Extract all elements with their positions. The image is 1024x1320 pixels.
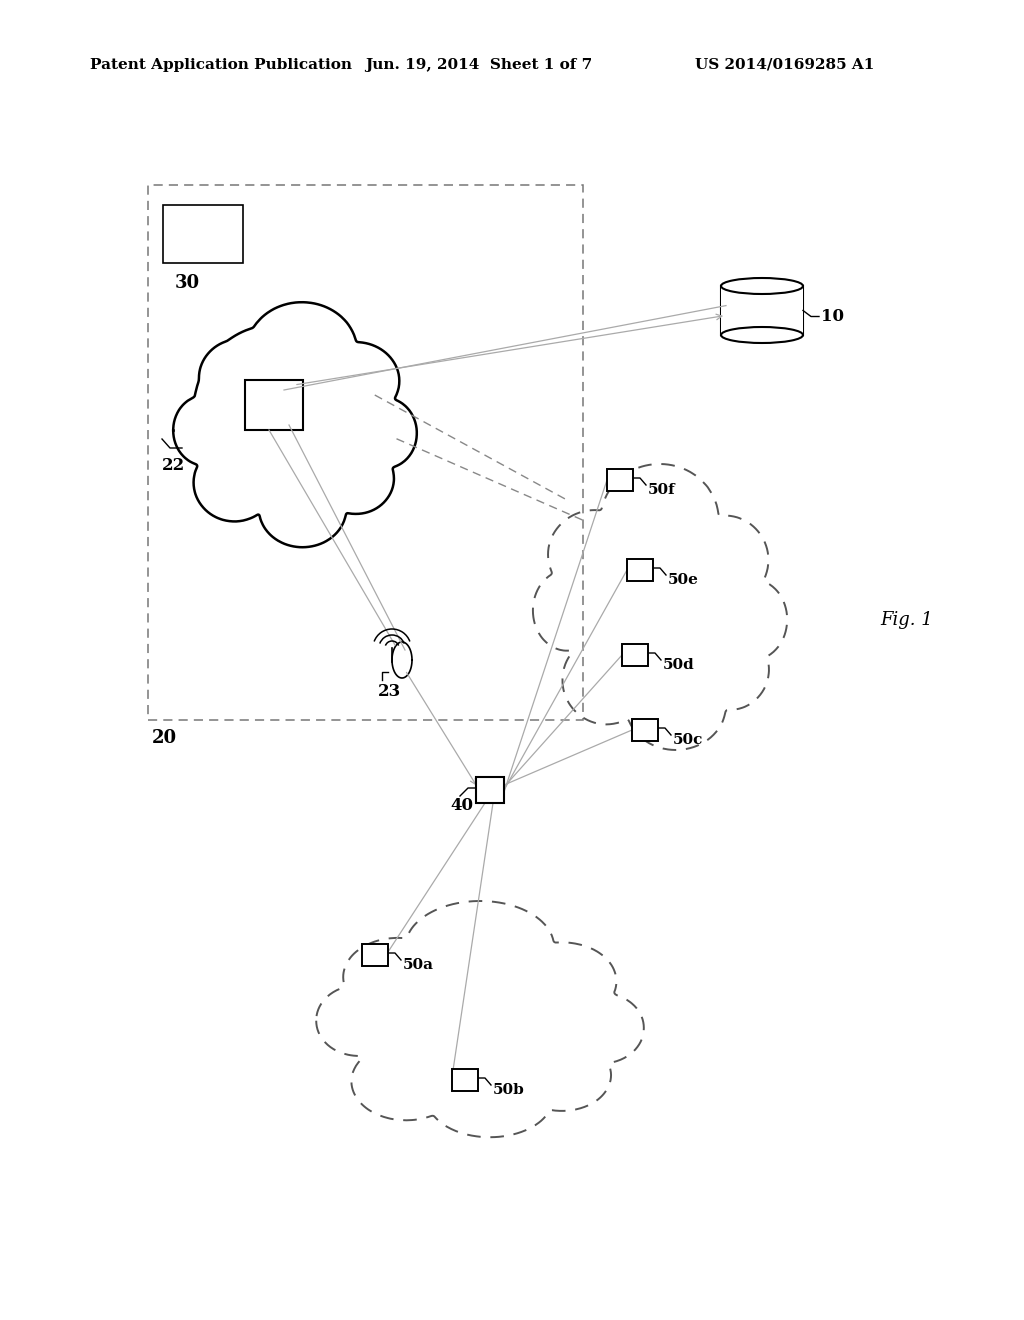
Text: Patent Application Publication: Patent Application Publication xyxy=(90,58,352,73)
Bar xyxy=(627,558,653,581)
Text: US 2014/0169285 A1: US 2014/0169285 A1 xyxy=(695,58,874,73)
Bar xyxy=(362,944,388,966)
Bar xyxy=(607,469,633,491)
Bar xyxy=(163,205,243,263)
Bar xyxy=(452,1069,478,1092)
Text: 40: 40 xyxy=(450,797,473,814)
Bar xyxy=(721,286,803,335)
Bar xyxy=(622,644,648,667)
Text: Fig. 1: Fig. 1 xyxy=(880,611,933,630)
Text: 50a: 50a xyxy=(403,958,434,972)
Text: 50e: 50e xyxy=(668,573,698,587)
Text: 30: 30 xyxy=(175,275,200,292)
Ellipse shape xyxy=(721,279,803,294)
Text: 50d: 50d xyxy=(663,657,694,672)
Text: 50c: 50c xyxy=(673,733,703,747)
Text: 50b: 50b xyxy=(493,1082,524,1097)
Text: Jun. 19, 2014  Sheet 1 of 7: Jun. 19, 2014 Sheet 1 of 7 xyxy=(365,58,592,73)
Bar xyxy=(632,719,658,741)
Text: 20: 20 xyxy=(152,729,177,747)
Bar xyxy=(476,777,504,803)
Text: 10: 10 xyxy=(821,308,844,325)
Bar xyxy=(148,185,583,719)
Ellipse shape xyxy=(721,327,803,343)
Text: 50f: 50f xyxy=(648,483,676,498)
Text: 23: 23 xyxy=(378,684,401,701)
Text: 22: 22 xyxy=(162,457,185,474)
Bar xyxy=(245,380,303,430)
